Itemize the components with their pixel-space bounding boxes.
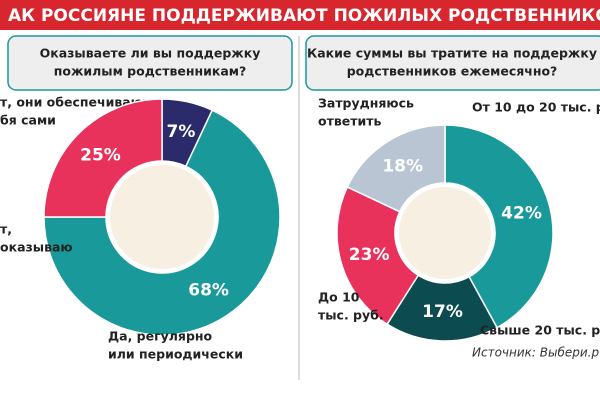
category-label: Да, регулярно <box>108 329 213 344</box>
center-illustration <box>399 187 491 279</box>
center-illustration <box>110 165 214 269</box>
category-label: т, <box>0 222 12 237</box>
subtitle: Какие суммы вы тратите на поддержку <box>307 46 597 61</box>
value-label: 17% <box>422 302 463 322</box>
category-label: Затрудняюсь <box>318 96 414 111</box>
value-label: 7% <box>167 122 196 142</box>
value-label: 25% <box>80 145 121 165</box>
subtitle: Оказываете ли вы поддержку <box>40 46 261 61</box>
value-label: 18% <box>382 156 423 176</box>
subtitle: родственников ежемесячно? <box>347 64 558 79</box>
category-label: бя сами <box>0 113 56 128</box>
value-label: 23% <box>349 245 390 265</box>
category-label: ответить <box>318 114 381 129</box>
subtitle-box <box>305 35 600 91</box>
category-label: Свыше 20 тыс. руб <box>480 323 600 338</box>
donut-slice <box>444 124 554 329</box>
category-label: или периодически <box>108 347 243 362</box>
category-label: От 10 до 20 тыс. руб <box>472 100 600 115</box>
header-title: АК РОССИЯНЕ ПОДДЕРЖИВАЮТ ПОЖИЛЫХ РОДСТВЕ… <box>8 6 600 26</box>
value-label: 42% <box>501 203 542 223</box>
category-label: тыс. руб. <box>318 308 384 323</box>
subtitle: пожилым родственникам? <box>54 64 247 79</box>
category-label: т, они обеспечивают <box>0 95 151 110</box>
donut-slice <box>336 186 420 326</box>
source: Источник: Выбери.р <box>472 346 599 360</box>
category-label: оказываю <box>0 240 73 255</box>
category-label: До 10 <box>318 290 360 305</box>
value-label: 68% <box>188 280 229 300</box>
subtitle-box <box>7 35 293 91</box>
donut-slice <box>43 109 281 336</box>
header-bar <box>0 0 600 30</box>
donut-slice <box>346 124 446 213</box>
donut-slice <box>43 98 163 218</box>
